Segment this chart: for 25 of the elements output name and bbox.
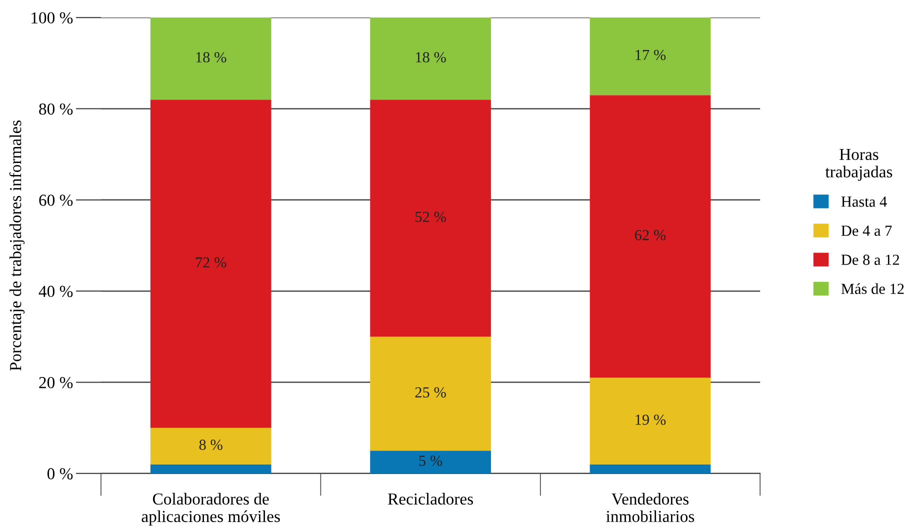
- y-tick-label: 0 %: [47, 468, 73, 480]
- y-tick-label: 20 %: [39, 376, 73, 388]
- y-tick-label: 100 %: [32, 12, 73, 24]
- legend-label: De 4 a 7: [841, 226, 892, 236]
- data-label: 62 %: [634, 230, 666, 240]
- x-tick-label: Vendedores inmobiliarios: [606, 492, 694, 522]
- data-label: 19 %: [636, 414, 666, 425]
- x-tick-label: Recicladores: [388, 492, 473, 505]
- x-tick-label: Colaboradores de aplicaciones móviles: [142, 492, 280, 526]
- data-label: 8 %: [199, 440, 222, 450]
- data-label: 25 %: [415, 387, 446, 398]
- legend-title: Horas trabajadas: [825, 148, 892, 181]
- data-label: 72 %: [196, 257, 226, 268]
- data-label: 18 %: [416, 52, 446, 62]
- legend-label: De 8 a 12: [841, 254, 900, 265]
- y-tick-label: 80 %: [39, 103, 73, 115]
- y-axis-title: Porcentaje de trabajadores informales: [9, 120, 25, 371]
- legend-label: Más de 12: [841, 283, 904, 294]
- legend-label: Hasta 4: [841, 196, 887, 207]
- y-tick-label: 40 %: [38, 286, 73, 298]
- y-tick-label: 60 %: [39, 194, 73, 206]
- data-label: 5 %: [419, 456, 442, 466]
- data-label: 17 %: [636, 50, 666, 60]
- data-label: 18 %: [196, 52, 226, 62]
- data-label: 52 %: [416, 212, 446, 222]
